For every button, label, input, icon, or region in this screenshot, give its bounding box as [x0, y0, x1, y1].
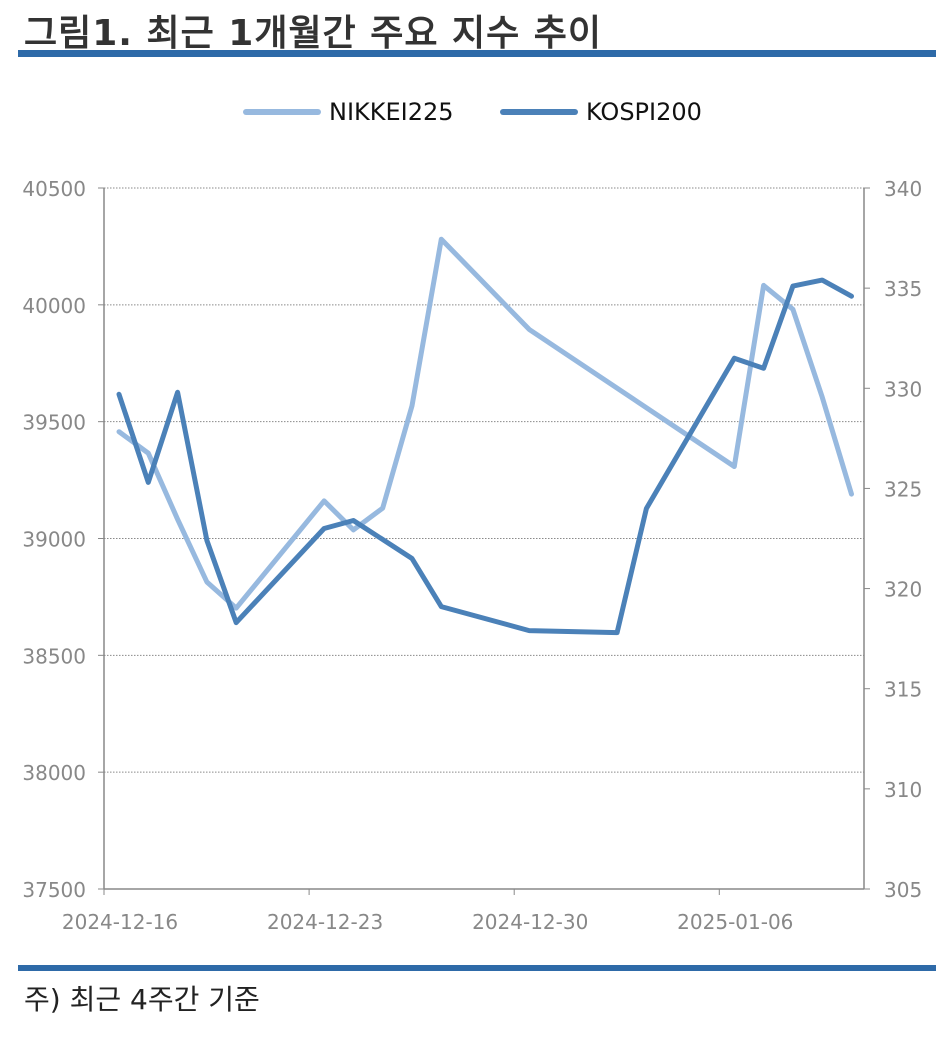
y-left-tick-label: 40500 [22, 177, 86, 201]
y-right-tick-label: 305 [884, 878, 922, 902]
y-right-tick-label: 335 [884, 277, 922, 301]
chart-series-lines [116, 236, 854, 636]
legend-item-nikkei225: NIKKEI225 [243, 92, 454, 132]
series-line-kospi200 [116, 277, 854, 636]
legend-label-kospi200: KOSPI200 [586, 98, 702, 126]
footnote: 주) 최근 4주간 기준 [24, 983, 260, 1016]
page-title: 그림1. 최근 1개월간 주요 지수 추이 [24, 13, 602, 54]
title-divider [18, 50, 936, 57]
legend-swatch-kospi200 [500, 109, 578, 115]
series-line-nikkei225 [116, 236, 854, 611]
footer-divider [18, 965, 936, 971]
chart-axes [98, 187, 870, 895]
y-right-tick-label: 310 [884, 778, 922, 802]
x-tick-label: 2025-01-06 [677, 910, 793, 934]
chart-tick-labels: 37500 38000 38500 39000 39500 40000 40500 305 31… [22, 177, 922, 934]
line-chart: 37500 38000 38500 39000 39500 40000 40500 305 31… [22, 177, 922, 934]
x-tick-label: 2024-12-30 [472, 910, 588, 934]
y-right-tick-label: 340 [884, 177, 922, 201]
y-left-tick-label: 39000 [22, 528, 86, 552]
y-right-tick-label: 325 [884, 477, 922, 501]
x-tick-label: 2024-12-16 [62, 910, 178, 934]
y-left-tick-label: 37500 [22, 878, 86, 902]
y-right-tick-label: 330 [884, 377, 922, 401]
legend-swatch-nikkei225 [243, 109, 321, 115]
y-left-tick-label: 39500 [22, 411, 86, 435]
chart-legend: NIKKEI225 KOSPI200 [0, 92, 936, 132]
legend-item-kospi200: KOSPI200 [500, 92, 702, 132]
chart-gridlines [104, 187, 864, 773]
y-right-tick-label: 315 [884, 678, 922, 702]
y-right-tick-label: 320 [884, 578, 922, 602]
legend-label-nikkei225: NIKKEI225 [329, 98, 454, 126]
x-tick-label: 2024-12-23 [267, 910, 383, 934]
y-left-tick-label: 40000 [22, 294, 86, 318]
y-left-tick-label: 38000 [22, 761, 86, 785]
y-left-tick-label: 38500 [22, 644, 86, 668]
